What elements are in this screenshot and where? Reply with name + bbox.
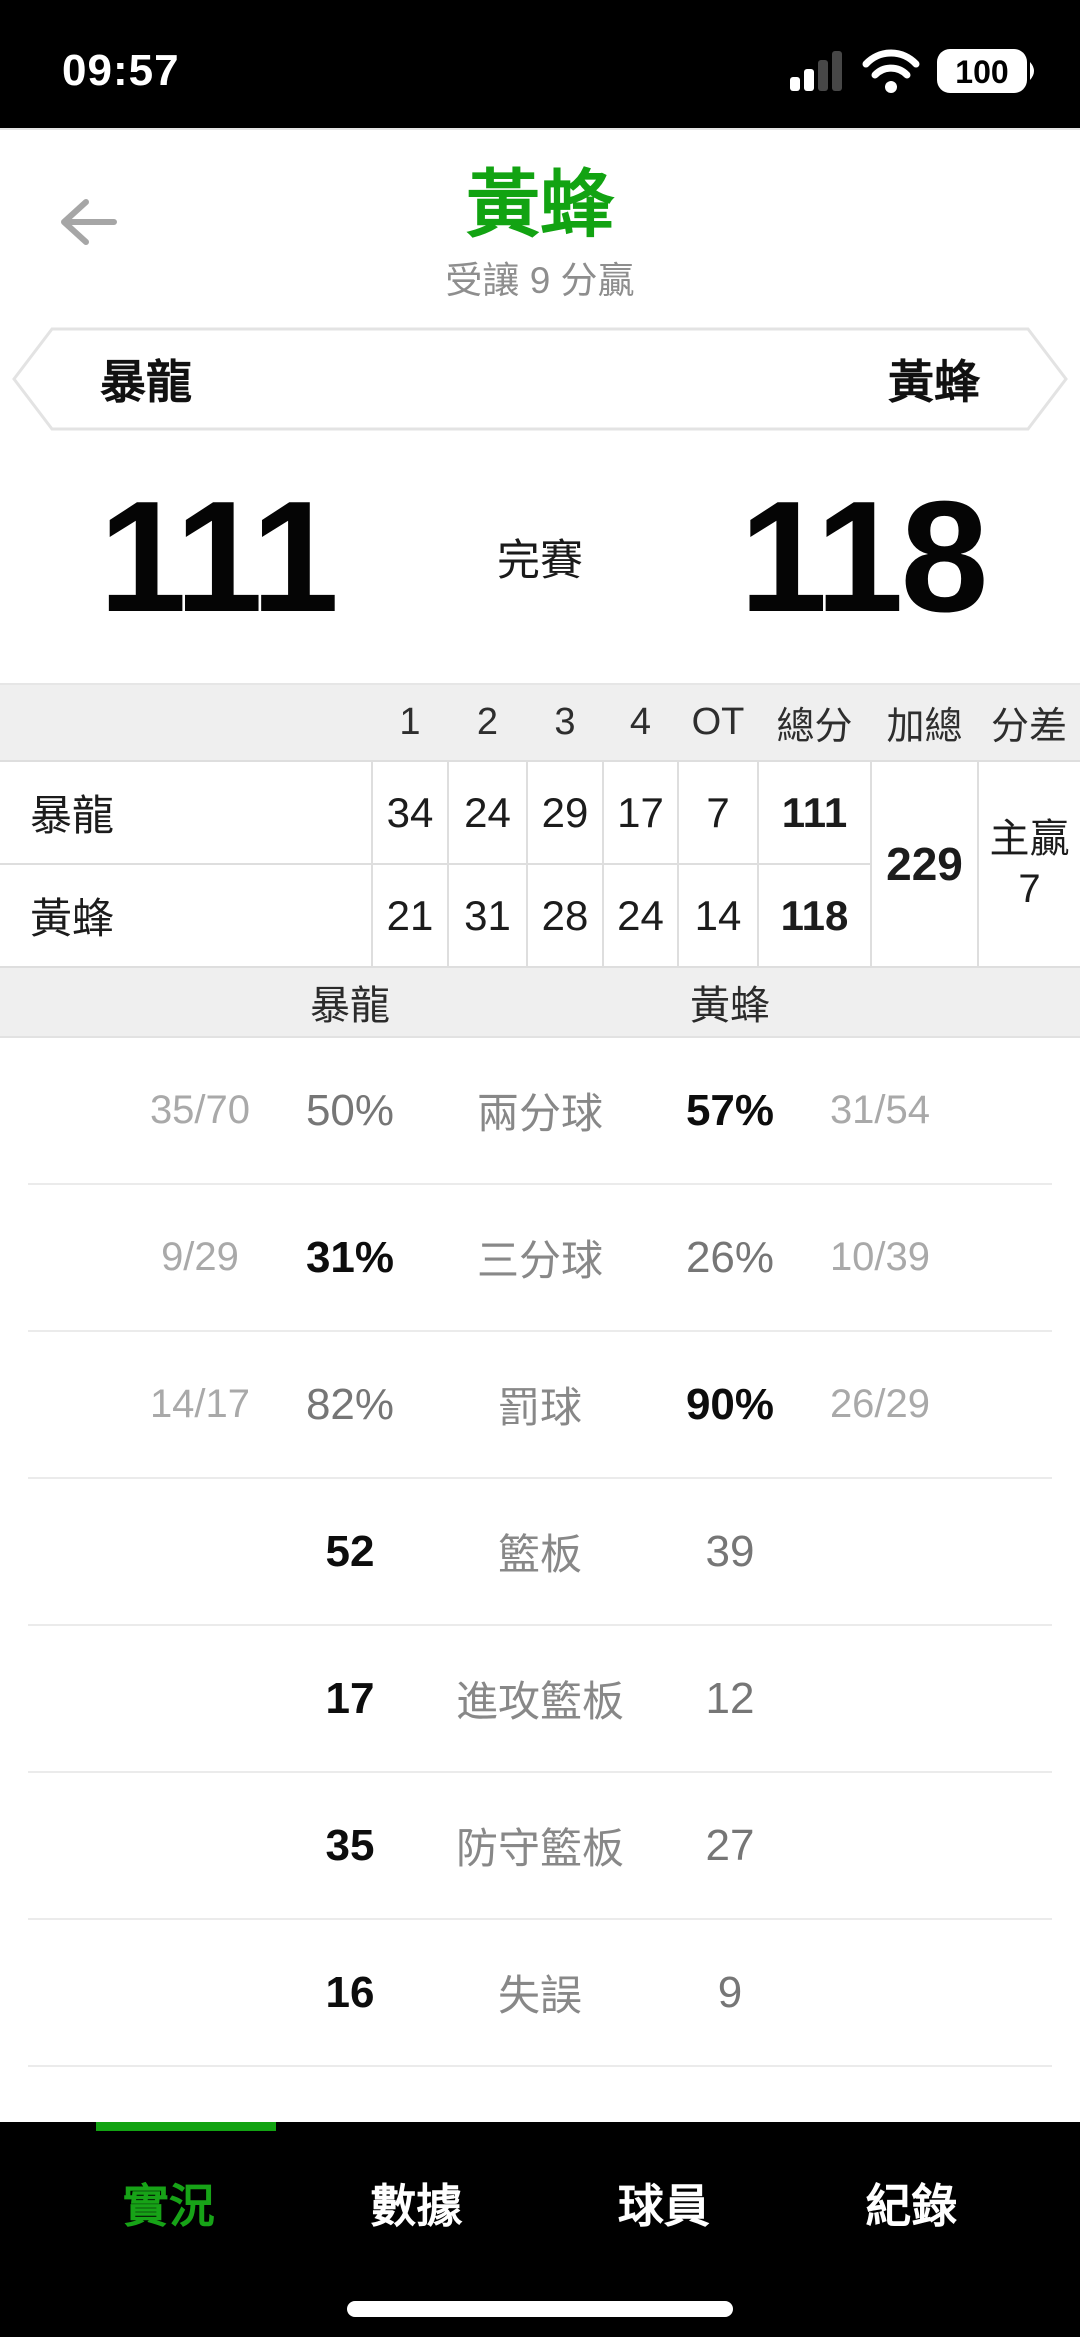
col-header-1: 1 <box>372 684 448 762</box>
table-team-name: 暴龍 <box>0 760 373 865</box>
tab-數據[interactable]: 數據 <box>370 2180 463 2232</box>
quarter-score: 28 <box>526 863 604 968</box>
status-icons: 100 <box>790 47 1038 95</box>
col-header-3: 3 <box>527 684 603 762</box>
stat-row: 52 籃板 39 <box>28 1479 1052 1626</box>
quarter-table-row: 暴龍 34 24 29 17 7 111 229 主贏 7 <box>0 760 1080 968</box>
stat-label: 罰球 <box>497 1384 582 1431</box>
stat-row: 17 進攻籃板 12 <box>28 1626 1052 1773</box>
home-value: 27 <box>705 1820 755 1870</box>
home-value: 57% <box>685 1085 775 1135</box>
away-value: 50% <box>305 1085 395 1135</box>
wifi-icon <box>862 49 920 93</box>
stat-label: 兩分球 <box>476 1090 603 1137</box>
away-value: 17 <box>325 1673 375 1723</box>
home-indicator[interactable] <box>347 2301 733 2317</box>
tab-紀錄[interactable]: 紀錄 <box>865 2180 958 2232</box>
score-diff: 主贏 7 <box>977 760 1080 968</box>
quarter-score: 24 <box>602 863 679 968</box>
battery-icon: 100 <box>937 49 1034 93</box>
tab-球員[interactable]: 球員 <box>617 2180 710 2232</box>
col-header-加總: 加總 <box>871 684 978 762</box>
col-header-4: 4 <box>603 684 678 762</box>
home-value: 90% <box>685 1379 775 1429</box>
stat-label: 防守籃板 <box>455 1825 624 1872</box>
quarter-score: 17 <box>602 760 679 865</box>
quarter-score: 7 <box>677 760 759 865</box>
col-header-分差: 分差 <box>978 684 1080 762</box>
scoreboard: 111 完賽 118 <box>0 431 1080 683</box>
away-value: 82% <box>305 1379 395 1429</box>
away-team-name: 暴龍 <box>100 356 192 408</box>
app-header: 黃蜂 受讓 9 分贏 <box>0 130 1080 337</box>
col-header-OT: OT <box>678 684 758 762</box>
stat-label: 三分球 <box>476 1237 603 1284</box>
stats-list: 35/70 50% 兩分球 57% 31/54 9/29 31% 三分球 26% 10/39 14/… <box>0 1038 1080 2067</box>
home-team-name: 黃蜂 <box>888 356 980 408</box>
back-arrow-icon <box>61 199 117 245</box>
clock: 09:57 <box>62 46 180 95</box>
away-value: 31% <box>305 1232 395 1282</box>
away-value: 16 <box>325 1967 375 2017</box>
stat-row: 14/17 82% 罰球 90% 26/29 <box>28 1332 1052 1479</box>
table-team-name: 黃蜂 <box>0 863 373 968</box>
game-status: 完賽 <box>497 537 583 585</box>
home-fraction: 10/39 <box>829 1235 931 1279</box>
bottom-tab-bar: 實況 數據 球員 紀錄 <box>0 2122 1080 2337</box>
team-total-score: 111 <box>757 760 872 865</box>
banner-teams: 暴龍 黃蜂 <box>0 327 1080 431</box>
combined-total: 229 <box>870 760 979 968</box>
quarter-table: 1 2 3 4 OT 總分 加總 分差 暴龍 34 24 29 17 7 111 229 主贏 7 黃蜂 21 31 28… <box>0 683 1080 968</box>
home-value: 9 <box>717 1967 743 2017</box>
away-fraction: 35/70 <box>149 1088 251 1132</box>
quarter-score: 29 <box>526 760 604 865</box>
stats-home-team-label: 黃蜂 <box>690 984 770 1028</box>
stat-label: 進攻籃板 <box>455 1678 624 1725</box>
team-total-score: 118 <box>757 863 872 968</box>
stat-label: 籃板 <box>497 1531 582 1578</box>
quarter-score: 24 <box>447 760 528 865</box>
stats-team-band: 暴龍 黃蜂 <box>0 968 1080 1038</box>
handicap-subtitle: 受讓 9 分贏 <box>423 259 657 304</box>
stat-row: 35 防守籃板 27 <box>28 1773 1052 1920</box>
quarter-score: 14 <box>677 863 759 968</box>
matchup-banner[interactable]: 暴龍 黃蜂 <box>0 327 1080 431</box>
signal-icon <box>790 51 842 91</box>
battery-percent-text: 100 <box>955 54 1008 90</box>
col-header-team <box>0 684 372 762</box>
status-bar: 09:57 100 <box>0 0 1080 130</box>
home-score: 118 <box>739 468 989 645</box>
tabs: 實況 數據 球員 紀錄 <box>0 2170 1080 2236</box>
home-fraction: 26/29 <box>829 1382 931 1426</box>
home-value: 26% <box>685 1232 775 1282</box>
back-button[interactable] <box>48 182 128 262</box>
away-score: 111 <box>98 468 339 645</box>
quarter-score: 34 <box>371 760 449 865</box>
stat-row: 9/29 31% 三分球 26% 10/39 <box>28 1185 1052 1332</box>
quarter-score-table: 1 2 3 4 OT 總分 加總 分差 暴龍 34 24 29 17 7 111 229 主贏 7 黃蜂 21 31 28… <box>0 683 1080 968</box>
quarter-table-header-row: 1 2 3 4 OT 總分 加總 分差 <box>0 684 1080 762</box>
away-value: 35 <box>325 1820 375 1870</box>
stat-row: 35/70 50% 兩分球 57% 31/54 <box>28 1038 1052 1185</box>
page-title: 黃蜂 <box>466 163 614 246</box>
active-tab-indicator <box>96 2122 276 2131</box>
away-fraction: 9/29 <box>161 1235 239 1279</box>
away-value: 52 <box>325 1526 375 1576</box>
stat-label: 失誤 <box>497 1972 582 2019</box>
home-value: 39 <box>705 1526 755 1576</box>
col-header-總分: 總分 <box>758 684 871 762</box>
banner-chevron-outline <box>12 327 1068 431</box>
quarter-score: 31 <box>447 863 528 968</box>
quarter-table-row: 黃蜂 21 31 28 24 14 118 <box>0 863 1080 968</box>
col-header-2: 2 <box>448 684 527 762</box>
home-fraction: 31/54 <box>829 1088 931 1132</box>
quarter-score: 21 <box>371 863 449 968</box>
home-value: 12 <box>705 1673 755 1723</box>
stats-away-team-label: 暴龍 <box>310 984 390 1028</box>
tab-實況[interactable]: 實況 <box>122 2180 215 2232</box>
stat-row: 16 失誤 9 <box>28 1920 1052 2067</box>
away-fraction: 14/17 <box>149 1382 251 1426</box>
